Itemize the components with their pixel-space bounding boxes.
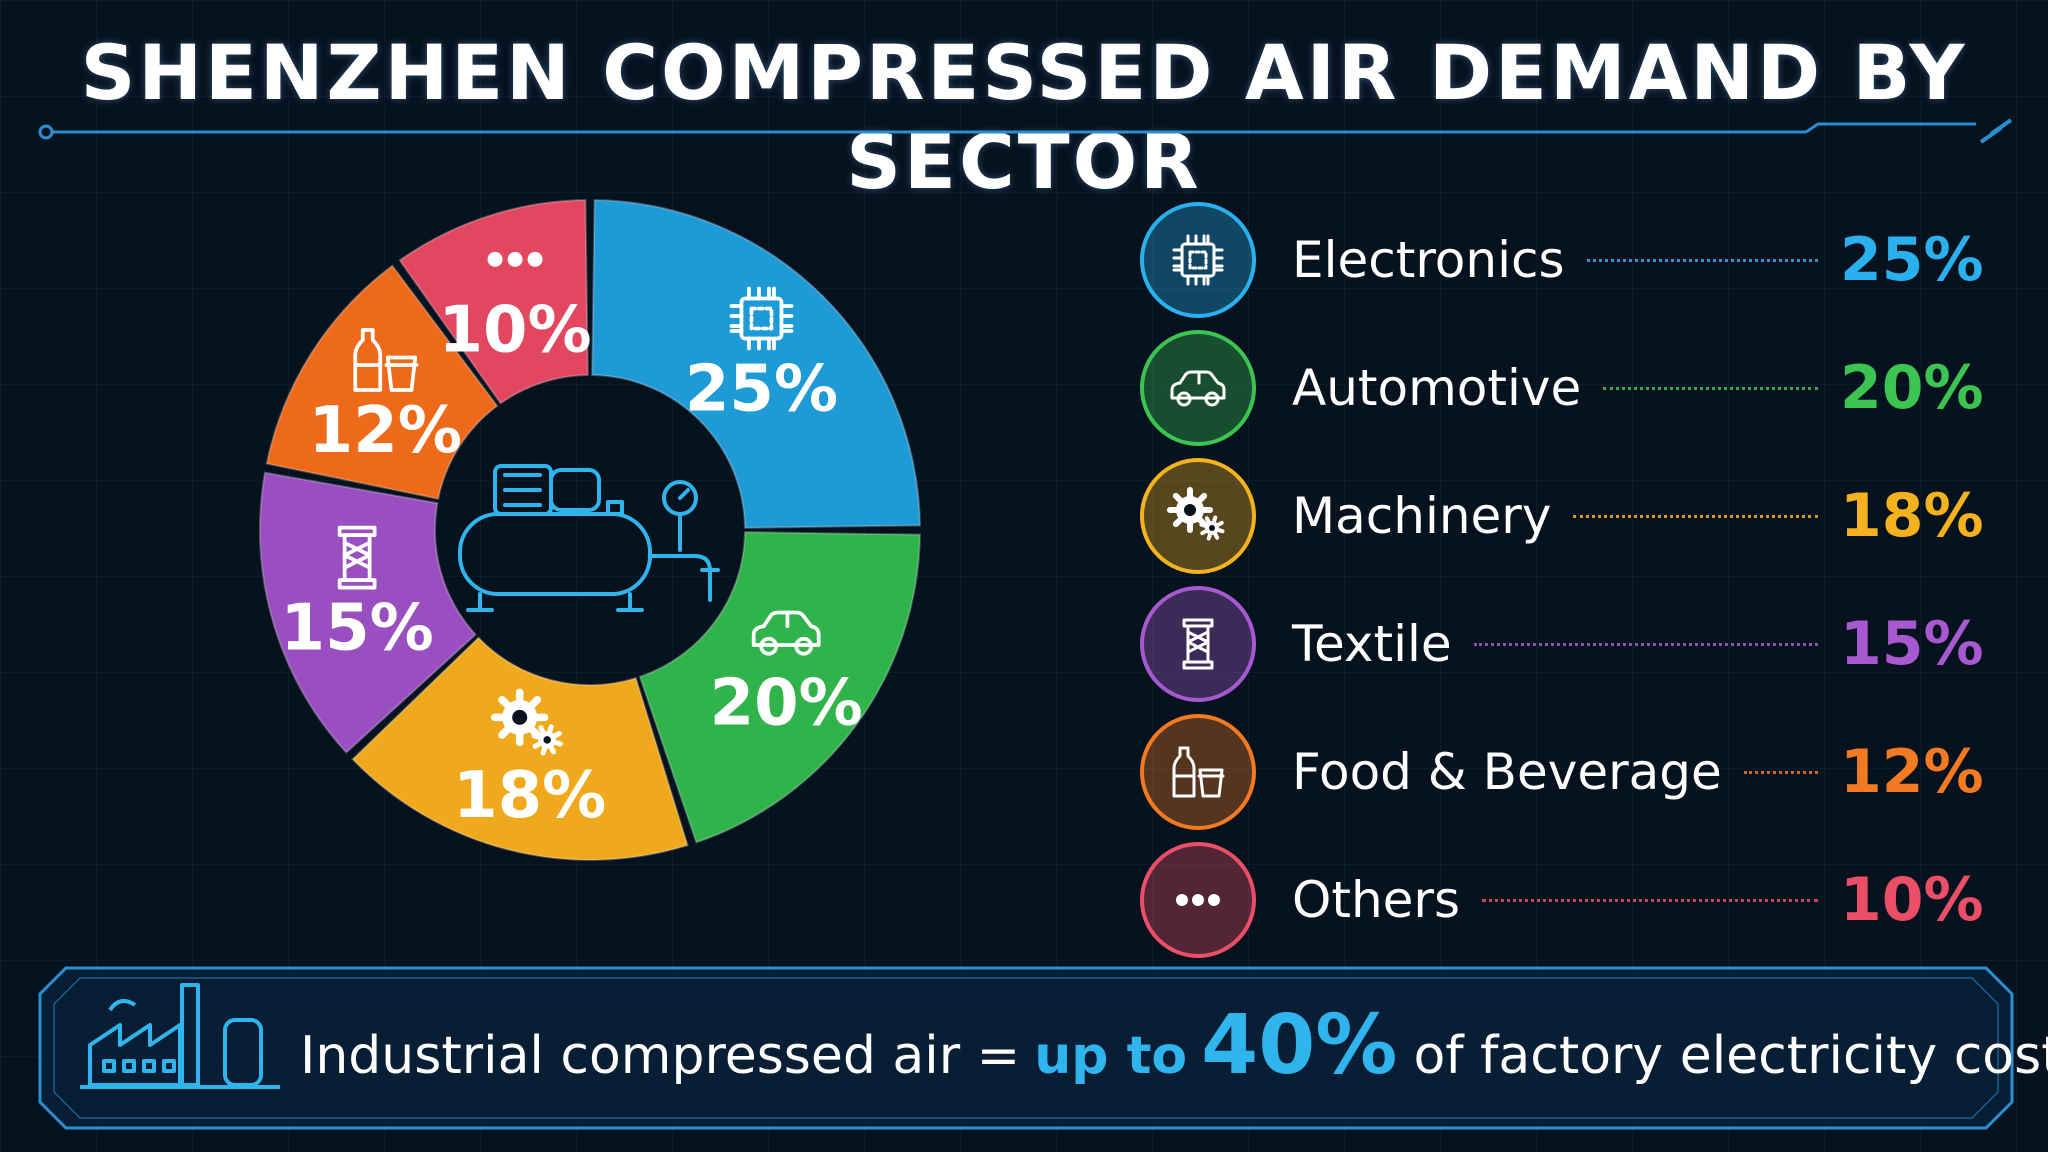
gears-icon [1140,458,1256,574]
chip-icon [729,286,794,351]
legend-leader-dots [1473,642,1818,646]
spool-icon [1140,586,1256,702]
legend-leader-dots [1586,258,1818,262]
legend-item: Textile 15% [1140,580,1984,708]
legend-leader-dots [1603,386,1818,390]
donut-segment-others [398,199,589,405]
legend-label: Automotive [1292,359,1582,417]
gears-icon [490,688,563,756]
summary-banner [38,966,2014,1130]
legend-item: Electronics 25% [1140,196,1984,324]
banner-prefix: Industrial compressed air = [300,1026,1021,1086]
donut-segment-textile [259,471,477,754]
donut-label: 15% [281,592,434,666]
bottle-cup-icon [353,328,419,392]
donut-segment-electronics [591,199,921,529]
donut-label: 25% [685,353,838,427]
legend-label: Textile [1292,615,1452,673]
banner-text: Industrial compressed air = up to 40% of… [300,998,2048,1093]
legend-item: Automotive 20% [1140,324,1984,452]
air-compressor-icon [458,464,720,612]
donut-label: 10% [438,293,591,367]
legend-value: 18% [1840,481,1984,551]
donut-segment-machinery [351,636,689,861]
legend-value: 25% [1840,225,1984,295]
legend-label: Food & Beverage [1292,743,1722,801]
page-title: SHENZHEN COMPRESSED AIR DEMAND BY SECTOR [80,28,1968,206]
legend-label: Machinery [1292,487,1552,545]
legend-label: Electronics [1292,231,1565,289]
car-icon [751,610,821,656]
legend-value: 10% [1840,865,1984,935]
donut-label: 20% [710,667,863,741]
dots-icon [1140,842,1256,958]
donut-chart: 25% 20% 18% 15% 12% 10% [259,199,921,861]
legend: Electronics 25% Automotive 20% Machinery 18% T… [1140,196,1984,964]
legend-label: Others [1292,871,1461,929]
legend-value: 15% [1840,609,1984,679]
legend-value: 12% [1840,737,1984,807]
banner-suffix: of factory electricity cost. [1413,1026,2048,1086]
dots-icon [487,251,543,267]
legend-leader-dots [1573,514,1818,518]
donut-label: 18% [453,759,606,833]
legend-item: Machinery 18% [1140,452,1984,580]
car-icon [1140,330,1256,446]
title-divider [38,118,2013,144]
donut-label: 12% [309,394,462,468]
bottle-cup-icon [1140,714,1256,830]
legend-item: Others 10% [1140,836,1984,964]
spool-icon [337,525,377,590]
legend-item: Food & Beverage 12% [1140,708,1984,836]
donut-segment-automotive [638,531,921,844]
legend-leader-dots [1482,898,1818,902]
banner-highlight: up to [1034,1026,1188,1086]
chip-icon [1140,202,1256,318]
legend-leader-dots [1743,770,1818,774]
legend-value: 20% [1840,353,1984,423]
factory-icon [80,983,280,1089]
banner-percent: 40% [1201,998,1398,1093]
